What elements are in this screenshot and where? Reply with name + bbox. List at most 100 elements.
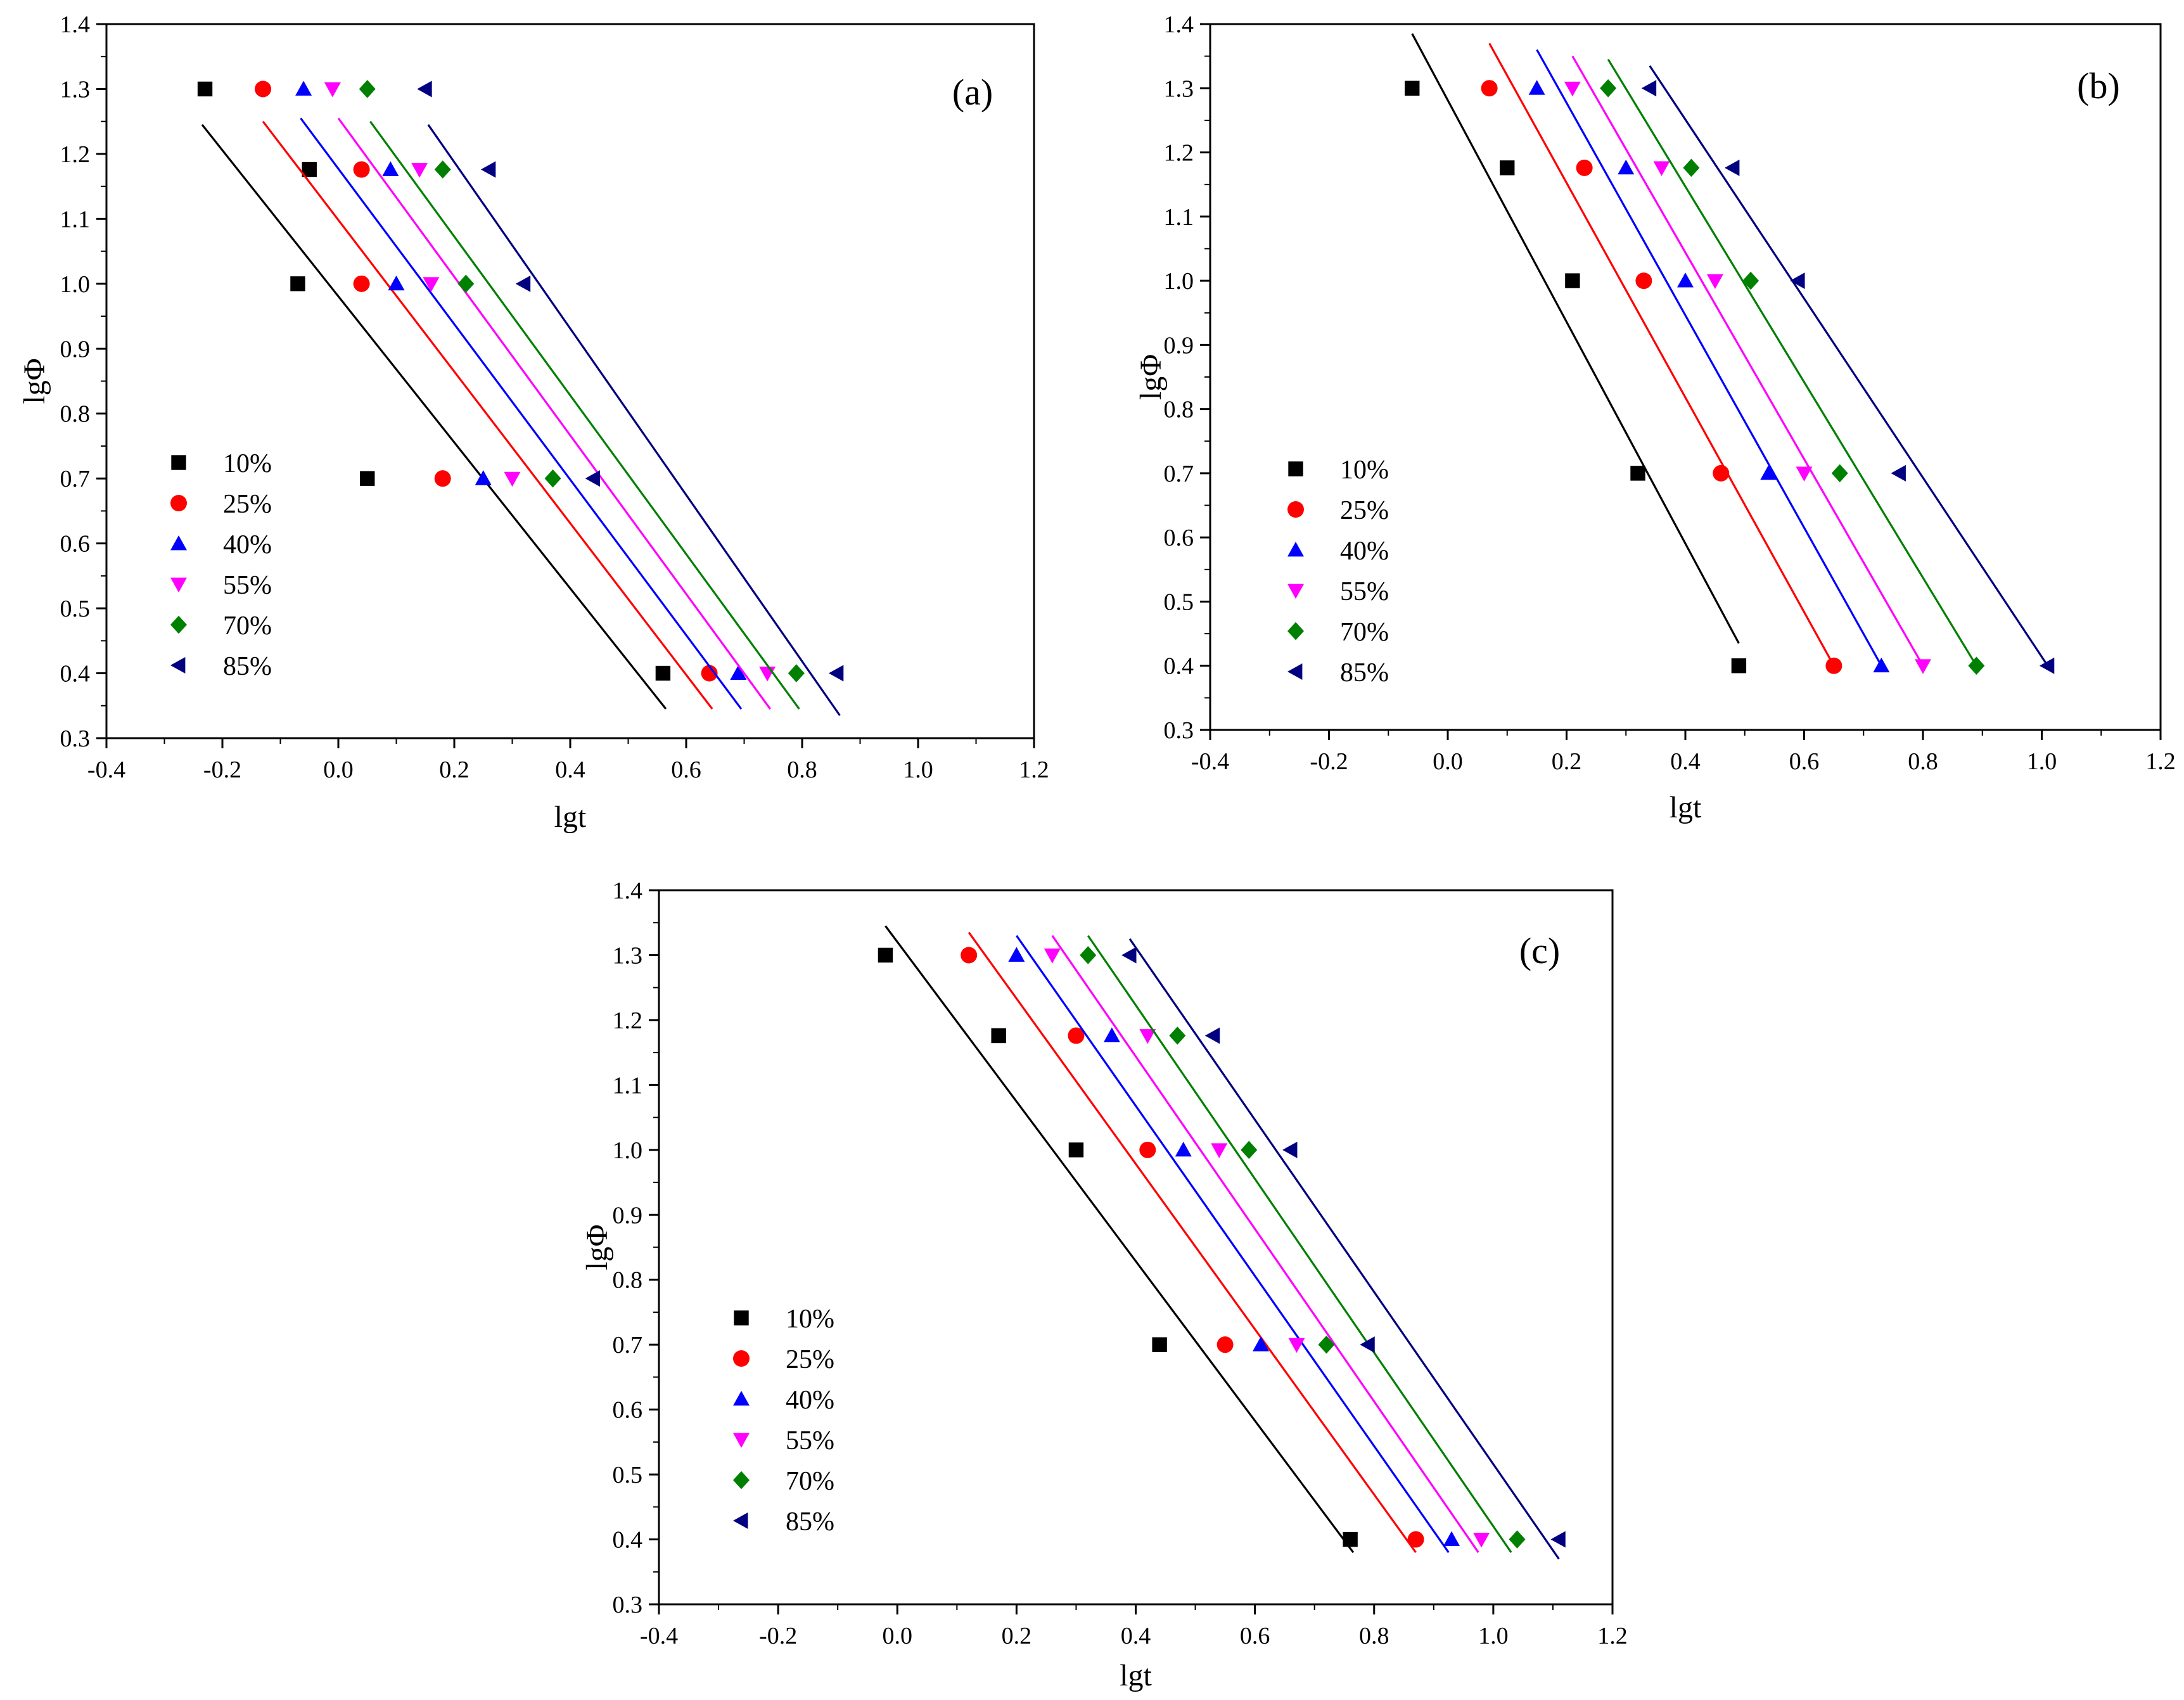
data-point	[1713, 464, 1730, 482]
data-point	[701, 665, 718, 682]
legend-label: 10%	[223, 449, 272, 478]
data-point	[1725, 159, 1740, 176]
legend-marker	[1287, 663, 1303, 680]
legend-label: 70%	[223, 611, 272, 641]
data-point	[1796, 466, 1813, 482]
y-tick-label: 0.7	[613, 1332, 643, 1358]
data-point	[1825, 657, 1842, 674]
y-tick-label: 0.3	[613, 1592, 643, 1618]
legend-label: 70%	[1340, 618, 1389, 647]
data-point	[302, 162, 317, 177]
y-tick-label: 1.3	[613, 942, 643, 969]
legend-marker	[170, 577, 187, 592]
legend: 10% 25% 40% 55% 70% 85%	[170, 449, 272, 681]
data-point	[1044, 949, 1061, 964]
legend-marker	[1287, 584, 1304, 599]
chart-panel-b: -0.4 -0.2 0.0 0.2 0.4 0.6 0.8 1.0 1.2 0.3 0.4 0.5 0.…	[1134, 11, 2176, 824]
data-point	[1103, 1027, 1120, 1042]
data-point	[655, 665, 671, 681]
fit-line	[300, 117, 743, 710]
data-point	[1600, 79, 1617, 98]
x-tick-label: -0.2	[203, 757, 241, 783]
data-point	[423, 277, 440, 292]
series-85pct	[1121, 938, 1566, 1560]
x-axis-title: lgt	[554, 800, 587, 834]
data-point	[730, 665, 747, 680]
x-tick-label: 1.0	[1478, 1623, 1509, 1649]
series-40pct	[295, 80, 747, 710]
y-tick-label: 0.6	[1164, 525, 1194, 551]
fit-line	[337, 117, 771, 710]
series-55pct	[324, 82, 776, 710]
fit-line	[427, 124, 841, 717]
data-point	[1873, 657, 1890, 673]
y-tick-label: 0.8	[613, 1267, 643, 1294]
x-axis-title: lgt	[1120, 1659, 1152, 1692]
chart-panel-c: -0.4 -0.2 0.0 0.2 0.4 0.6 0.8 1.0 1.2 0.3 0.4 0.5 0.…	[580, 878, 1628, 1692]
series-10pct	[1405, 33, 1747, 674]
x-tick-label: 0.6	[1789, 748, 1820, 775]
x-tick-label: 1.2	[1597, 1623, 1628, 1649]
data-point	[1008, 947, 1025, 962]
x-tick-label: 0.4	[1121, 1623, 1151, 1649]
data-point	[961, 947, 978, 964]
data-point	[1706, 274, 1723, 290]
legend-marker	[733, 1391, 750, 1406]
data-point	[434, 470, 451, 487]
series-40pct	[1528, 49, 1890, 673]
x-tick-label: 1.0	[2027, 748, 2057, 775]
data-point	[359, 80, 376, 98]
data-point	[1068, 1142, 1084, 1158]
y-tick-label: 1.0	[613, 1137, 643, 1164]
y-tick-label: 0.9	[60, 336, 91, 362]
legend-marker	[734, 1310, 749, 1326]
series-85pct	[417, 80, 844, 717]
legend-marker	[170, 535, 187, 551]
x-tick-label: 0.4	[1670, 748, 1701, 775]
y-tick-label: 0.8	[60, 401, 91, 428]
data-point	[1528, 80, 1545, 95]
y-axis-title: lgΦ	[18, 358, 51, 404]
legend-label: 70%	[786, 1467, 834, 1496]
data-point	[1360, 1336, 1375, 1353]
data-point	[1241, 1141, 1258, 1160]
y-tick-label: 0.3	[60, 725, 91, 752]
data-point	[1139, 1029, 1156, 1044]
fit-line	[201, 124, 667, 710]
legend-marker	[733, 1512, 748, 1529]
data-point	[1068, 1027, 1085, 1044]
series-10pct	[197, 81, 671, 710]
data-point	[295, 80, 312, 96]
x-tick-label: 0.8	[1908, 748, 1938, 775]
y-tick-label: 1.3	[1164, 75, 1194, 102]
y-tick-label: 1.3	[60, 76, 91, 103]
legend-label: 40%	[786, 1386, 834, 1415]
legend-label: 55%	[786, 1426, 834, 1455]
x-tick-label: 0.8	[1359, 1623, 1389, 1649]
y-tick-label: 0.9	[613, 1202, 643, 1229]
x-tick-label: 0.2	[439, 757, 469, 783]
series-55pct	[1044, 935, 1490, 1553]
legend-label: 85%	[223, 652, 272, 681]
panel-label: (c)	[1519, 930, 1560, 971]
data-point	[504, 471, 521, 487]
legend-marker	[170, 495, 187, 511]
fit-line	[1016, 935, 1450, 1553]
data-point	[1282, 1141, 1298, 1158]
data-point	[1175, 1141, 1192, 1157]
data-point	[1139, 1141, 1156, 1158]
x-tick-label: 1.2	[2145, 748, 2176, 775]
y-tick-label: 0.7	[60, 466, 91, 492]
panel-label: (a)	[952, 72, 993, 113]
series-70pct	[359, 80, 805, 710]
data-point	[828, 665, 844, 682]
x-tick-label: 0.8	[787, 757, 817, 783]
data-point	[2039, 657, 2055, 674]
y-tick-label: 0.4	[613, 1527, 643, 1554]
y-tick-label: 0.6	[613, 1397, 643, 1424]
legend-marker	[171, 455, 186, 470]
y-tick-label: 0.5	[60, 596, 91, 622]
data-point	[1288, 1338, 1305, 1353]
data-point	[1080, 946, 1097, 964]
